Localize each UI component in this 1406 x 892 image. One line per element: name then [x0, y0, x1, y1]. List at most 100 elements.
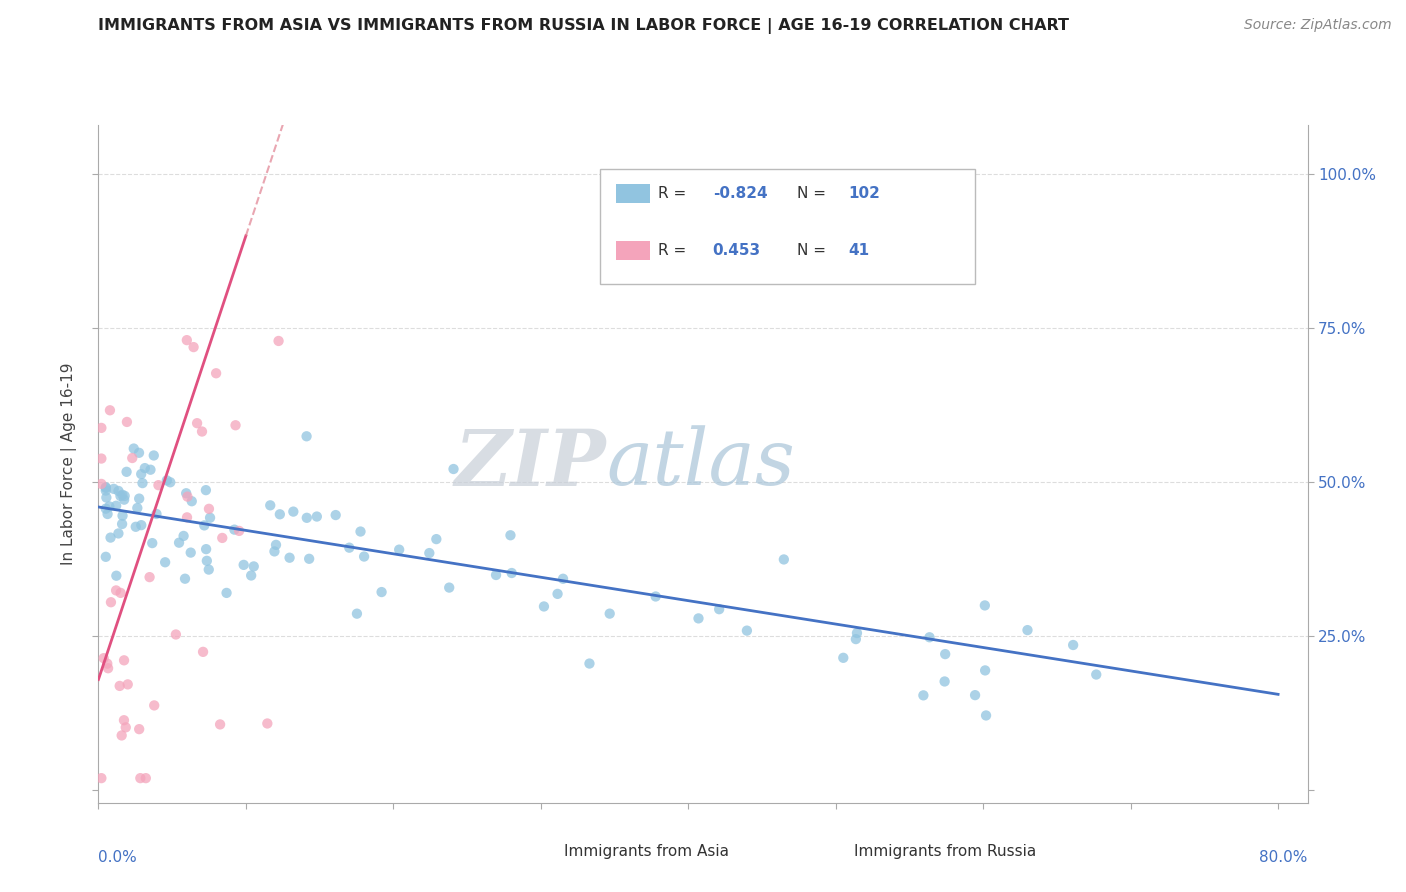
Point — [115, 415, 138, 429]
Point — [370, 585, 392, 599]
Point — [425, 532, 447, 546]
Point — [198, 501, 221, 516]
Bar — [522, 843, 555, 862]
Point — [211, 531, 233, 545]
Point — [298, 551, 321, 566]
Point — [176, 510, 198, 524]
Point — [112, 492, 135, 507]
Point — [283, 505, 305, 519]
Point — [263, 544, 285, 558]
Point — [141, 536, 163, 550]
Text: IMMIGRANTS FROM ASIA VS IMMIGRANTS FROM RUSSIA IN LABOR FORCE | AGE 16-19 CORREL: IMMIGRANTS FROM ASIA VS IMMIGRANTS FROM … — [98, 18, 1070, 34]
Text: N =: N = — [797, 186, 831, 201]
Point — [173, 529, 195, 543]
Point — [180, 494, 202, 508]
Point — [499, 528, 522, 542]
Point — [121, 450, 143, 465]
Point — [135, 771, 157, 785]
Point — [128, 722, 150, 736]
Point — [143, 698, 166, 713]
Text: R =: R = — [658, 244, 692, 259]
Point — [578, 657, 600, 671]
Point — [934, 674, 956, 689]
Point — [485, 568, 508, 582]
Point — [105, 568, 128, 582]
Point — [349, 524, 371, 539]
Point — [551, 572, 574, 586]
Point — [139, 463, 162, 477]
Text: 0.0%: 0.0% — [98, 850, 138, 865]
Point — [547, 587, 569, 601]
Point — [159, 475, 181, 490]
Point — [93, 651, 115, 665]
Point — [644, 590, 666, 604]
Point — [688, 611, 710, 625]
Point — [264, 538, 287, 552]
Point — [418, 546, 440, 560]
Point — [148, 478, 170, 492]
Point — [98, 403, 121, 417]
Point — [209, 717, 232, 731]
Point — [267, 334, 290, 348]
Point — [90, 477, 112, 491]
Point — [90, 451, 112, 466]
Point — [1017, 623, 1039, 637]
Y-axis label: In Labor Force | Age 16-19: In Labor Force | Age 16-19 — [60, 362, 77, 566]
Point — [105, 583, 128, 598]
Text: R =: R = — [658, 186, 692, 201]
Point — [103, 482, 125, 496]
Point — [180, 546, 202, 560]
Point — [94, 549, 117, 564]
Point — [96, 491, 118, 505]
Point — [100, 595, 122, 609]
Point — [131, 476, 153, 491]
Point — [97, 507, 120, 521]
Point — [105, 499, 128, 513]
Point — [156, 474, 179, 488]
Point — [142, 449, 165, 463]
Point — [129, 771, 152, 785]
Point — [191, 425, 214, 439]
Point — [94, 501, 117, 516]
Point — [242, 559, 264, 574]
Point — [107, 483, 129, 498]
Point — [205, 366, 228, 380]
Bar — [811, 843, 845, 862]
Point — [98, 500, 121, 514]
Point — [973, 599, 995, 613]
Point — [256, 716, 278, 731]
Point — [129, 518, 152, 533]
Point — [735, 624, 758, 638]
Point — [346, 607, 368, 621]
Point — [96, 657, 118, 671]
Point — [1085, 667, 1108, 681]
Point — [278, 550, 301, 565]
Point — [108, 679, 131, 693]
Bar — [616, 242, 650, 260]
Point — [912, 689, 935, 703]
Point — [195, 554, 218, 568]
Point — [145, 507, 167, 521]
Point — [240, 568, 263, 582]
Point — [94, 483, 117, 498]
Point — [110, 489, 132, 503]
Point — [198, 510, 221, 524]
Point — [599, 607, 621, 621]
Point — [174, 572, 197, 586]
Point — [195, 542, 218, 557]
Point — [443, 462, 465, 476]
Point — [114, 720, 136, 734]
Point — [111, 516, 134, 531]
Text: Source: ZipAtlas.com: Source: ZipAtlas.com — [1244, 18, 1392, 32]
Text: Immigrants from Asia: Immigrants from Asia — [564, 844, 728, 859]
Text: 0.453: 0.453 — [713, 244, 761, 259]
Point — [111, 728, 134, 742]
Point — [122, 442, 145, 456]
Point — [934, 647, 956, 661]
Point — [128, 491, 150, 506]
Text: Immigrants from Russia: Immigrants from Russia — [855, 844, 1036, 859]
Text: ZIP: ZIP — [454, 425, 606, 502]
Point — [174, 486, 197, 500]
Point — [269, 508, 291, 522]
Point — [129, 467, 152, 481]
